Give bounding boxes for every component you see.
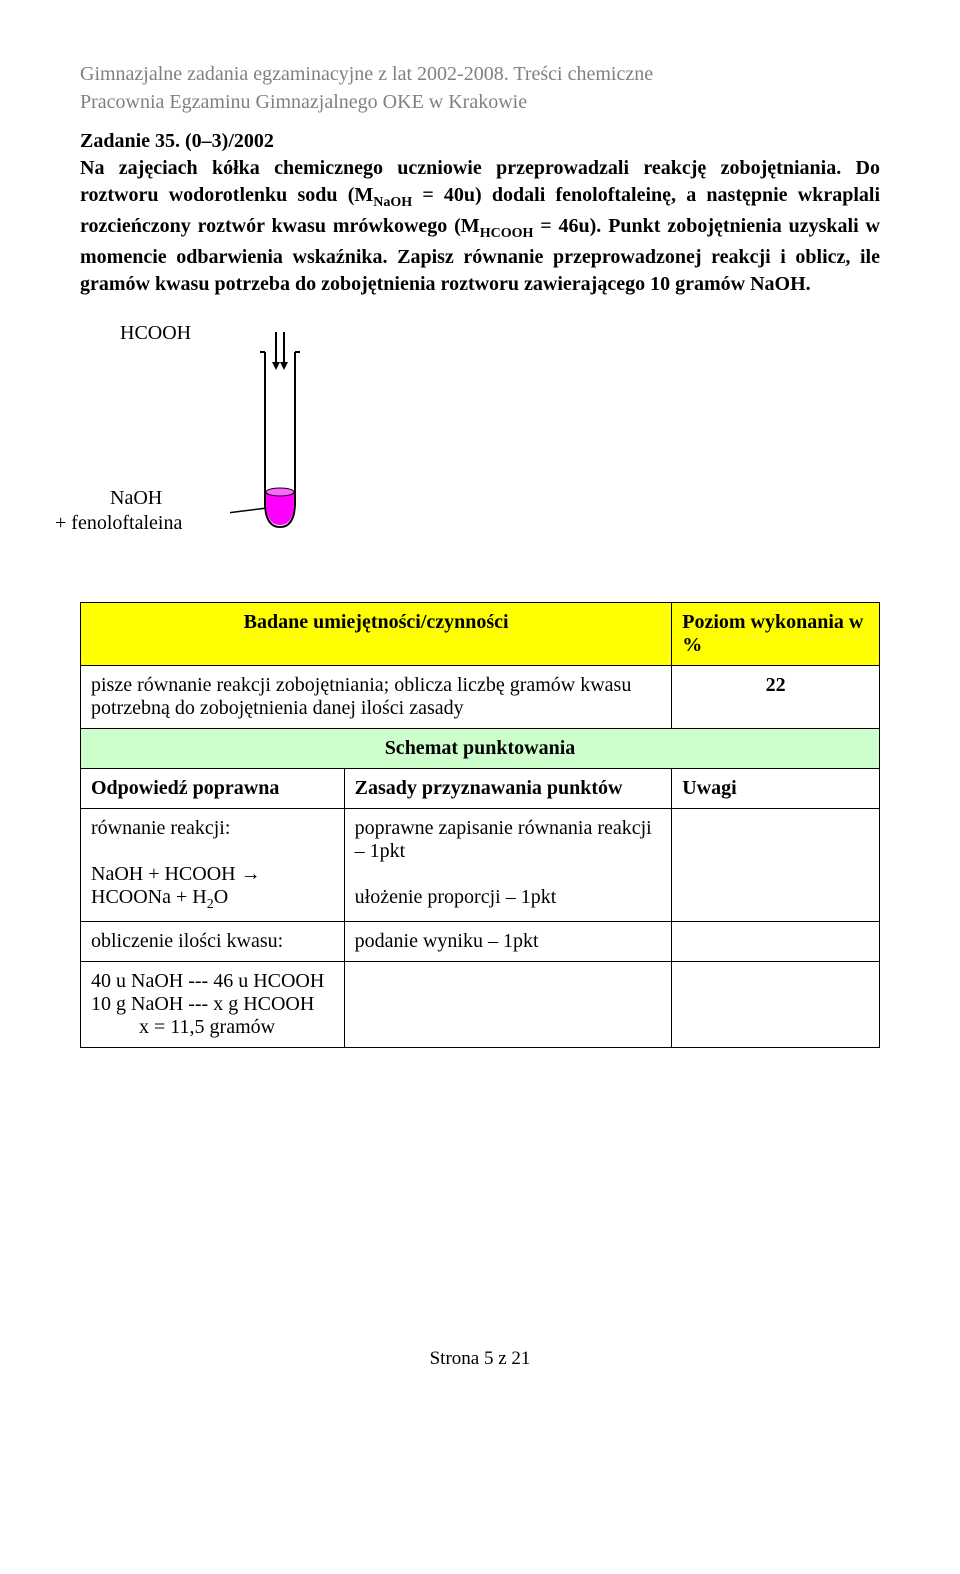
cell-notes-3 xyxy=(672,961,880,1047)
skill-pct: 22 xyxy=(672,665,880,728)
row1a-l2: NaOH + HCOOH → xyxy=(91,863,261,885)
table-row-skill: pisze równanie reakcji zobojętniania; ob… xyxy=(81,665,880,728)
cell-answer-1: równanie reakcji: NaOH + HCOOH → HCOONa … xyxy=(81,808,345,921)
diagram: HCOOH NaOH + fenoloftaleina xyxy=(80,322,880,582)
subhdr-notes: Uwagi xyxy=(672,768,880,808)
cell-rules-3 xyxy=(344,961,672,1047)
label-fenol: + fenoloftaleina xyxy=(55,512,182,535)
row1a-l1: równanie reakcji: xyxy=(91,817,230,839)
page: Gimnazjalne zadania egzaminacyjne z lat … xyxy=(0,0,960,1410)
row3a-l2: 10 g NaOH --- x g HCOOH xyxy=(91,993,314,1015)
task-body: Na zajęciach kółka chemicznego uczniowie… xyxy=(80,155,880,298)
table-row-header-yellow: Badane umiejętności/czynności Poziom wyk… xyxy=(81,602,880,665)
cell-notes-2 xyxy=(672,921,880,961)
table-row-content-2: obliczenie ilości kwasu: podanie wyniku … xyxy=(81,921,880,961)
label-naoh: NaOH xyxy=(110,487,162,510)
table-row-content-1: równanie reakcji: NaOH + HCOOH → HCOONa … xyxy=(81,808,880,921)
cell-rules-1: poprawne zapisanie równania reakcji – 1p… xyxy=(344,808,672,921)
page-footer: Strona 5 z 21 xyxy=(80,1348,880,1370)
label-hcooh: HCOOH xyxy=(120,322,191,345)
scoring-table: Badane umiejętności/czynności Poziom wyk… xyxy=(80,602,880,1048)
table-row-subheaders: Odpowiedź poprawna Zasady przyznawania p… xyxy=(81,768,880,808)
test-tube-icon xyxy=(230,332,350,562)
cell-rules-2: podanie wyniku – 1pkt xyxy=(344,921,672,961)
subhdr-answer: Odpowiedź poprawna xyxy=(81,768,345,808)
row1a-l3-end: O xyxy=(214,886,228,908)
cell-notes-1 xyxy=(672,808,880,921)
task-sub-2: HCOOH xyxy=(480,226,534,241)
row1b-l2: ułożenie proporcji – 1pkt xyxy=(355,886,557,908)
hdr-level: Poziom wykonania w % xyxy=(672,602,880,665)
table-row-schema-hdr: Schemat punktowania xyxy=(81,728,880,768)
task-sub-1: NaOH xyxy=(373,195,412,210)
row1a-l3: HCOONa + H xyxy=(91,886,207,908)
skill-text: pisze równanie reakcji zobojętniania; ob… xyxy=(81,665,672,728)
row1a-l3-sub: 2 xyxy=(207,897,214,912)
hdr-skill: Badane umiejętności/czynności xyxy=(81,602,672,665)
cell-answer-3: 40 u NaOH --- 46 u HCOOH 10 g NaOH --- x… xyxy=(81,961,345,1047)
row3a-l3: x = 11,5 gramów xyxy=(91,1016,275,1039)
header-line1: Gimnazjalne zadania egzaminacyjne z lat … xyxy=(80,63,653,85)
table-row-content-3: 40 u NaOH --- 46 u HCOOH 10 g NaOH --- x… xyxy=(81,961,880,1047)
header-line2: Pracownia Egzaminu Gimnazjalnego OKE w K… xyxy=(80,91,527,113)
cell-answer-2: obliczenie ilości kwasu: xyxy=(81,921,345,961)
subhdr-rules: Zasady przyznawania punktów xyxy=(344,768,672,808)
task-title: Zadanie 35. (0–3)/2002 xyxy=(80,130,880,153)
row3a-l1: 40 u NaOH --- 46 u HCOOH xyxy=(91,970,324,992)
row1b-l1: poprawne zapisanie równania reakcji – 1p… xyxy=(355,817,652,862)
document-header: Gimnazjalne zadania egzaminacyjne z lat … xyxy=(80,60,880,116)
schema-hdr: Schemat punktowania xyxy=(81,728,880,768)
